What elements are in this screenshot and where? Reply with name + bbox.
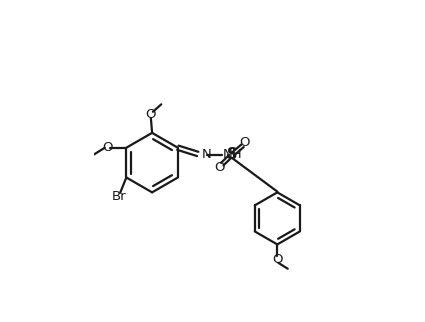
Text: NH: NH [223,148,242,161]
Text: O: O [214,161,224,174]
Text: Br: Br [111,190,126,203]
Text: O: O [146,108,156,121]
Text: S: S [227,147,237,162]
Text: O: O [240,136,250,149]
Text: O: O [272,253,283,266]
Text: O: O [102,141,113,154]
Text: N: N [202,148,212,161]
